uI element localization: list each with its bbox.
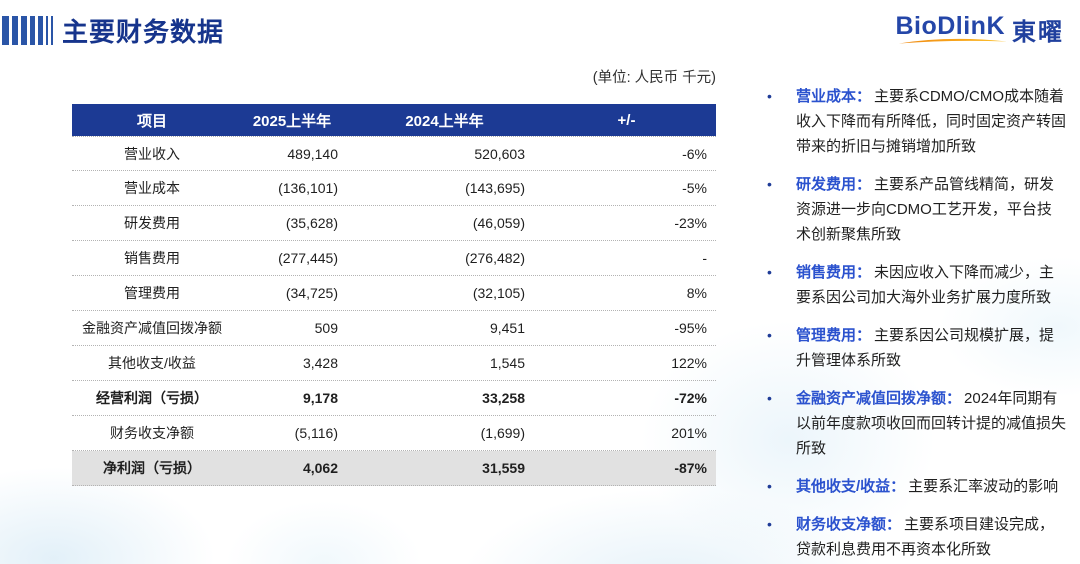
cell-2025h1: (136,101) [278,180,338,196]
bullet-icon: • [767,176,772,192]
logo-latin-wrap: BioDlinK [895,12,1008,44]
table-row: 管理费用 (34,725) (32,105) 8% [72,276,716,311]
page-header: 主要财务数据 [2,12,224,49]
table-row: 经营利润（亏损） 9,178 33,258 -72% [72,381,716,416]
logo-swoosh-icon [899,38,1008,44]
bullet-icon: • [767,516,772,532]
cell-item: 研发费用 [124,215,180,231]
cell-2025h1: (277,445) [278,250,338,266]
note-body: 主要系产品管线精简，研发资源进一步向CDMO工艺开发，平台技术创新聚焦所致 [796,176,1055,243]
table-header-row: 项目 2025上半年 2024上半年 +/- [72,104,716,136]
note-term: 研发费用： [796,176,872,193]
cell-change: -23% [674,215,707,231]
cell-item: 净利润（亏损） [103,460,201,476]
column-header-2024h1: 2024上半年 [405,112,484,130]
note-term: 营业成本： [796,88,872,105]
note-term: 其他收支/收益： [796,478,906,495]
cell-2025h1: 4,062 [302,460,338,476]
note-body: 2024年同期有以前年度款项收回而回转计提的减值损失所致 [796,390,1067,457]
cell-change: -72% [674,390,707,406]
cell-change: 122% [671,355,707,371]
table-body: 营业收入 489,140 520,603 -6% 营业成本 (136,101) (143,6… [72,136,716,486]
cell-item: 营业成本 [124,180,180,196]
cell-item: 营业收入 [124,145,180,162]
note-term: 财务收支净额： [796,516,902,533]
cell-item: 财务收支净额 [110,425,194,441]
note-item: • 财务收支净额： 主要系项目建设完成，贷款利息费用不再资本化所致 [754,512,1066,562]
column-header-item: 项目 [136,112,167,130]
company-logo: BioDlinK 東曜 [895,12,1064,47]
cell-item: 销售费用 [124,250,180,266]
cell-item: 管理费用 [124,285,180,301]
cell-2024h1: (32,105) [472,285,525,301]
cell-2025h1: 509 [314,320,338,336]
bullet-icon: • [767,327,772,343]
cell-change: -5% [682,180,707,196]
notes-panel: • 营业成本： 主要系CDMO/CMO成本随着收入下降而有所降低，同时固定资产转固带… [754,84,1066,562]
cell-item: 经营利润（亏损） [96,390,208,406]
column-header-change: +/- [617,111,636,129]
cell-2024h1: 31,559 [482,460,525,476]
table-row: 营业成本 (136,101) (143,695) -5% [72,171,716,206]
table-row: 净利润（亏损） 4,062 31,559 -87% [72,451,716,486]
note-item: • 销售费用： 未因应收入下降而减少，主要系因公司加大海外业务扩展力度所致 [754,260,1066,310]
table-row: 财务收支净额 (5,116) (1,699) 201% [72,416,716,451]
note-body: 主要系CDMO/CMO成本随着收入下降而有所降低，同时固定资产转固带来的折旧与摊… [796,88,1067,155]
bullet-icon: • [767,390,772,406]
table-row: 金融资产减值回拨净额 509 9,451 -95% [72,311,716,346]
cell-2024h1: 520,603 [474,145,525,162]
cell-change: 8% [686,285,707,301]
unit-label: (单位: 人民币 千元) [592,70,716,86]
note-item: • 营业成本： 主要系CDMO/CMO成本随着收入下降而有所降低，同时固定资产转固带… [754,84,1066,159]
cell-2024h1: (46,059) [472,215,525,231]
cell-2025h1: 9,178 [302,390,338,406]
table-row: 其他收支/收益 3,428 1,545 122% [72,346,716,381]
cell-item: 其他收支/收益 [108,355,196,371]
note-term: 销售费用： [796,264,872,281]
cell-change: - [702,250,707,266]
table-row: 销售费用 (277,445) (276,482) - [72,241,716,276]
note-term: 金融资产减值回拨净额： [796,390,962,407]
financial-table: 项目 2025上半年 2024上半年 +/- 营业收入 489,140 520,60… [72,104,716,486]
note-item: • 管理费用： 主要系因公司规模扩展，提升管理体系所致 [754,323,1066,373]
note-body: 主要系汇率波动的影响 [908,478,1059,495]
logo-brand-text: BioDlinK [895,12,1005,40]
note-item: • 研发费用： 主要系产品管线精简，研发资源进一步向CDMO工艺开发，平台技术创新聚… [754,172,1066,247]
cell-2024h1: 1,545 [489,355,525,371]
cell-change: -87% [674,460,707,476]
cell-2024h1: (143,695) [465,180,525,196]
note-body: 未因应收入下降而减少，主要系因公司加大海外业务扩展力度所致 [796,264,1055,306]
cell-2024h1: 9,451 [489,320,525,336]
cell-change: 201% [671,425,707,441]
cell-2025h1: (5,116) [294,425,338,441]
cell-2024h1: (276,482) [465,250,525,266]
cell-2025h1: (34,725) [285,285,338,301]
bullet-icon: • [767,88,772,104]
note-body: 主要系项目建设完成，贷款利息费用不再资本化所致 [796,516,1055,558]
cell-2025h1: (35,628) [285,215,338,231]
cell-item: 金融资产减值回拨净额 [82,320,222,336]
table-row: 研发费用 (35,628) (46,059) -23% [72,206,716,241]
cell-2025h1: 3,428 [302,355,338,371]
page-title: 主要财务数据 [62,17,225,47]
note-item: • 其他收支/收益： 主要系汇率波动的影响 [754,474,1066,499]
note-item: • 金融资产减值回拨净额： 2024年同期有以前年度款项收回而回转计提的减值损失所致 [754,386,1066,461]
cell-2024h1: (1,699) [480,425,525,441]
column-header-2025h1: 2025上半年 [252,112,332,130]
cell-2024h1: 33,258 [482,390,525,406]
cell-change: -6% [682,145,707,162]
cell-change: -95% [674,320,707,336]
note-body: 主要系因公司规模扩展，提升管理体系所致 [796,327,1055,369]
bullet-icon: • [767,478,772,494]
cell-2025h1: 489,140 [287,145,338,162]
logo-cjk-text: 東曜 [1012,19,1064,46]
bullet-icon: • [767,264,772,280]
note-term: 管理费用： [796,327,872,344]
table-row: 营业收入 489,140 520,603 -6% [72,136,716,171]
title-bars-icon [2,16,53,45]
